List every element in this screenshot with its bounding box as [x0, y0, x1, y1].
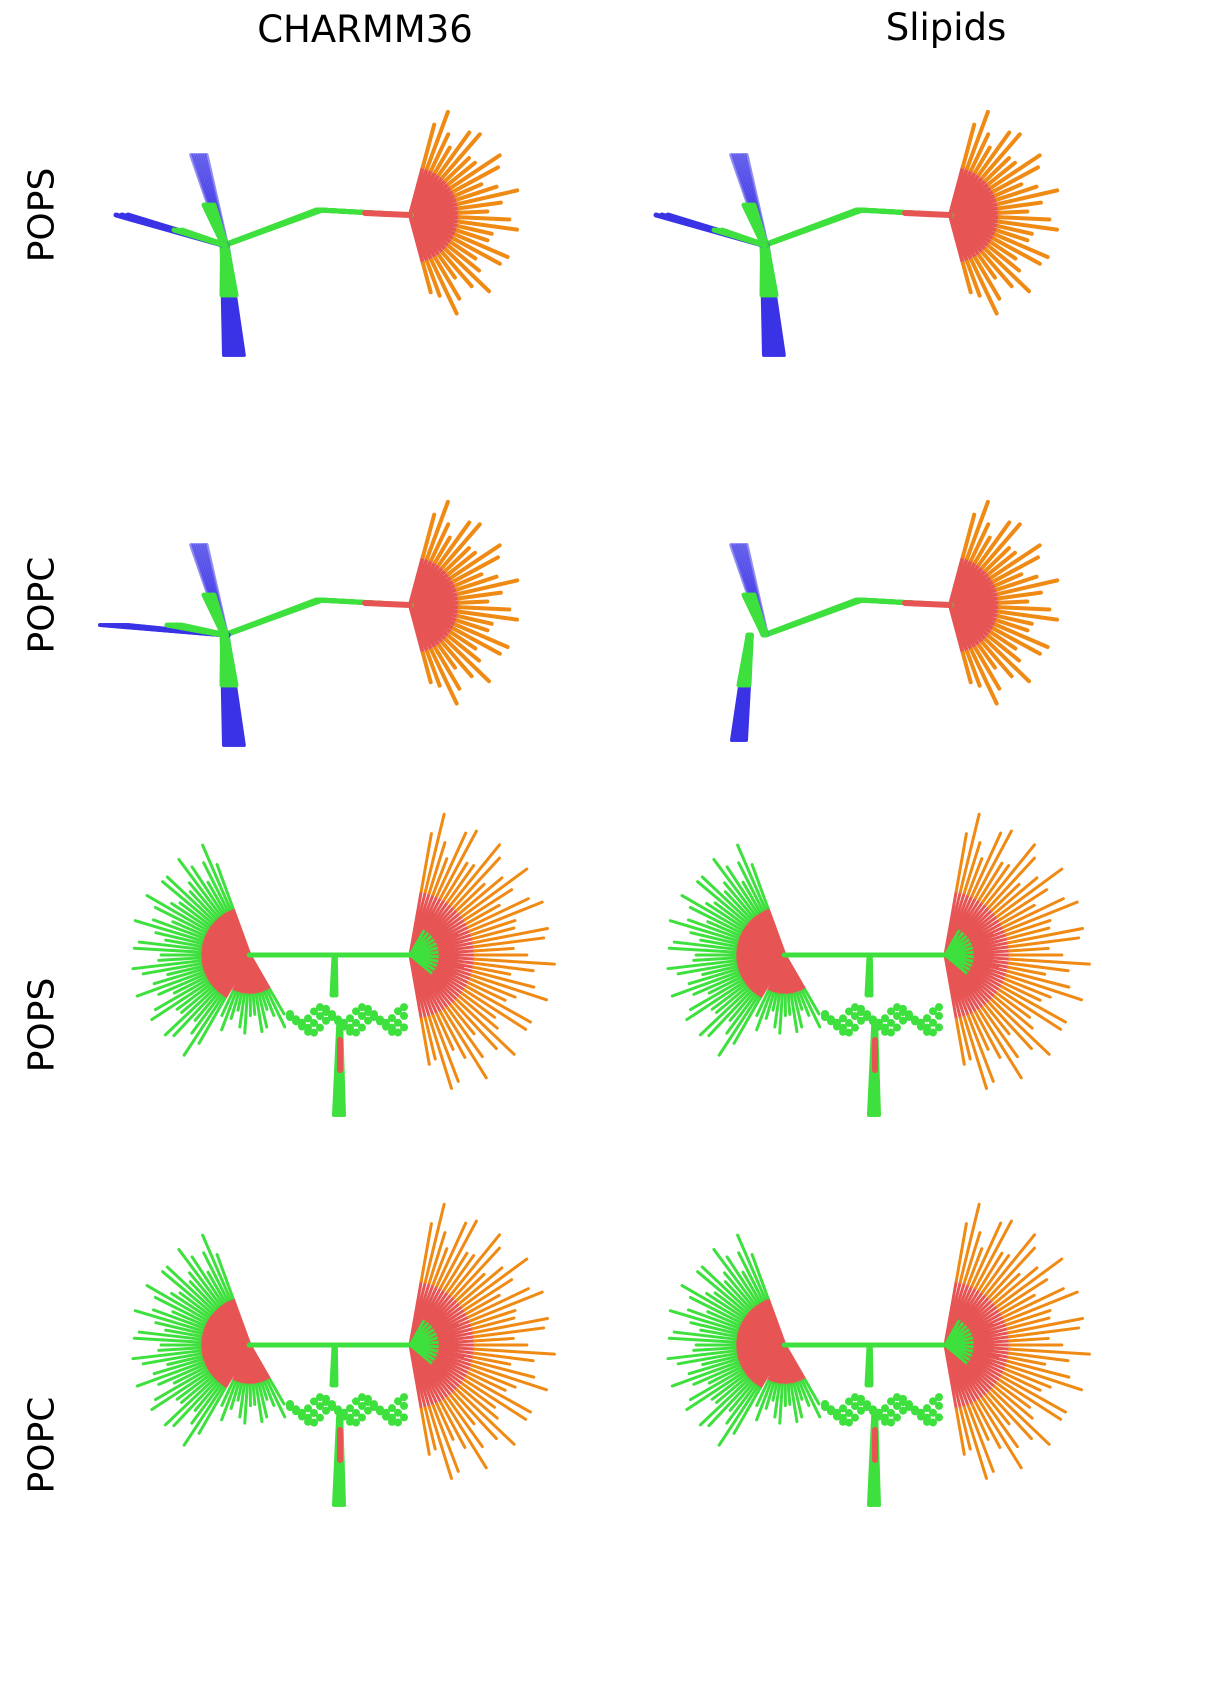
panel-charmm36-popc-lipid [131, 1202, 556, 1507]
panel-charmm36-pops-lipid [131, 812, 556, 1117]
column-title-charmm36: CHARMM36 [257, 8, 473, 51]
row-label-popc-2: POPC [21, 1396, 63, 1494]
column-title-slipids: Slipids [885, 6, 1007, 49]
panel-slipids-popc-small [729, 499, 1060, 742]
panel-charmm36-pops-small [113, 109, 520, 357]
panel-slipids-pops-small [653, 109, 1060, 357]
row-label-pops-1: POPS [21, 167, 63, 263]
panel-charmm36-popc-small [98, 499, 520, 747]
panel-slipids-popc-lipid [666, 1202, 1091, 1507]
row-label-popc-1: POPC [21, 556, 63, 654]
panel-slipids-pops-lipid [666, 812, 1091, 1117]
row-label-pops-2: POPS [21, 977, 63, 1073]
